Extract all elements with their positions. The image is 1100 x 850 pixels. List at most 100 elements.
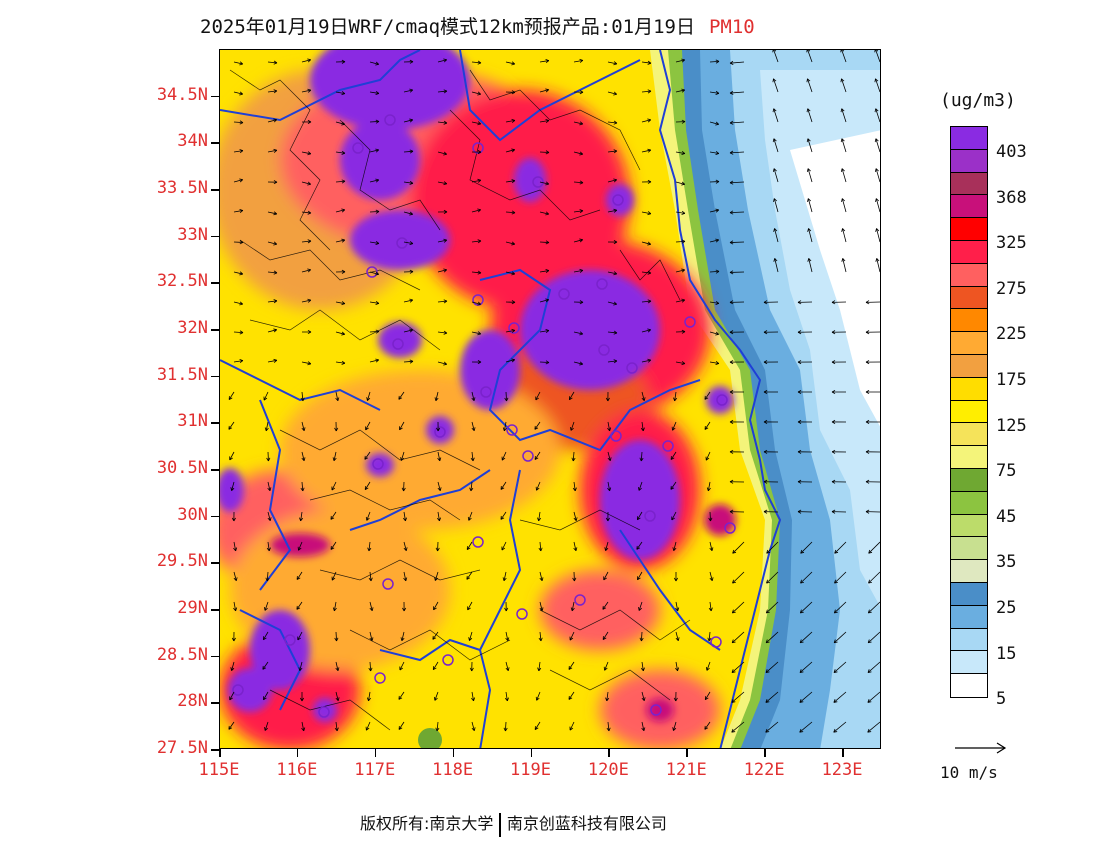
wind-arrow [330,511,337,520]
wind-arrow [675,631,680,641]
wind-arrow [807,258,813,273]
wind-arrow [671,421,677,431]
wind-arrow [230,481,235,491]
wind-arrow [797,360,813,365]
wind-arrow [505,179,516,184]
wind-arrow [675,268,686,273]
wind-arrow [369,241,380,246]
wind-arrow [266,541,271,552]
wind-arrow [298,661,303,671]
wind-arrow [799,661,813,673]
latitude-tick [211,609,219,611]
wind-arrow [539,240,550,245]
longitude-tick [608,749,610,757]
wind-arrow [471,208,481,213]
wind-arrow [831,479,847,484]
colorbar-swatch [951,149,987,173]
wind-arrow [437,89,448,94]
wind-vectors [228,50,880,733]
wind-arrow [369,90,380,95]
latitude-tick [211,702,219,704]
wind-arrow [729,330,745,335]
wind-arrow [569,721,575,731]
wind-arrow [766,541,779,554]
wind-arrow [471,91,481,96]
wind-arrow [505,241,516,246]
wind-arrow [369,358,380,363]
wind-arrow [535,481,541,491]
wind-arrow [437,511,442,522]
wind-arrow [330,541,337,550]
wind-arrow [437,120,448,125]
wind-arrow [403,149,414,154]
colorbar-label: 125 [996,415,1027,436]
colorbar-label: 75 [996,461,1017,482]
wind-arrow [434,391,439,402]
longitude-tick [842,749,844,757]
wind-arrow [301,268,311,273]
wind-arrow [400,631,405,642]
wind-arrow [471,121,482,126]
latitude-tick [211,282,219,284]
wind-arrow [471,178,482,183]
colorbar-label: 275 [996,278,1027,299]
wind-arrow [398,691,405,700]
wind-arrow [534,421,541,430]
wind-arrow [335,121,345,126]
wind-arrow [874,108,880,123]
latitude-tick [211,375,219,378]
wind-arrow [573,90,584,95]
wind-arrow [501,451,507,461]
wind-arrow [807,228,813,243]
wind-arrow [709,179,720,184]
wind-arrow [367,541,372,552]
wind-arrow [729,449,745,454]
wind-arrow [433,691,439,701]
wind-arrow [297,631,303,641]
wind-arrow [228,721,235,730]
wind-arrow [875,258,880,273]
variable-label: PM10 [708,16,755,38]
wind-arrow [296,571,303,580]
wind-arrow [607,330,618,335]
wind-arrow [840,168,847,183]
wind-arrow [369,61,379,66]
wind-arrow [503,721,508,732]
latitude-label: 31N [177,411,208,432]
latitude-label: 30N [177,504,208,525]
wind-arrow [233,301,244,306]
wind-arrow [267,241,277,246]
wind-arrow [675,58,686,63]
wind-arrow [403,359,414,364]
wind-arrow [731,631,745,644]
wind-arrow [539,88,549,93]
wind-arrow [641,358,652,363]
wind-arrow [867,721,880,733]
wind-arrow [641,241,651,246]
wind-arrow [799,721,813,733]
wind-arrow [403,571,408,582]
wind-arrow [471,360,482,365]
wind-arrow [573,238,583,243]
longitude-label: 118E [432,760,474,780]
wind-arrow [641,328,651,333]
wind-arrow [875,228,880,243]
wind-arrow [369,119,380,124]
wind-arrow [704,421,711,430]
wind-arrow [369,631,374,642]
wind-arrow [569,631,575,641]
wind-arrow [709,331,719,336]
copyright-separator [499,812,501,837]
wind-arrow [840,78,847,93]
wind-arrow [766,571,779,584]
wind-arrow [335,179,346,184]
wind-arrow [833,631,847,644]
wind-arrow [505,300,516,305]
wind-arrow [301,361,312,366]
wind-arrow [534,721,541,730]
wind-arrow [233,120,244,125]
wind-arrow [641,118,651,123]
wind-arrow [865,330,880,335]
wind-arrow [267,299,278,304]
wind-arrow [765,661,779,673]
